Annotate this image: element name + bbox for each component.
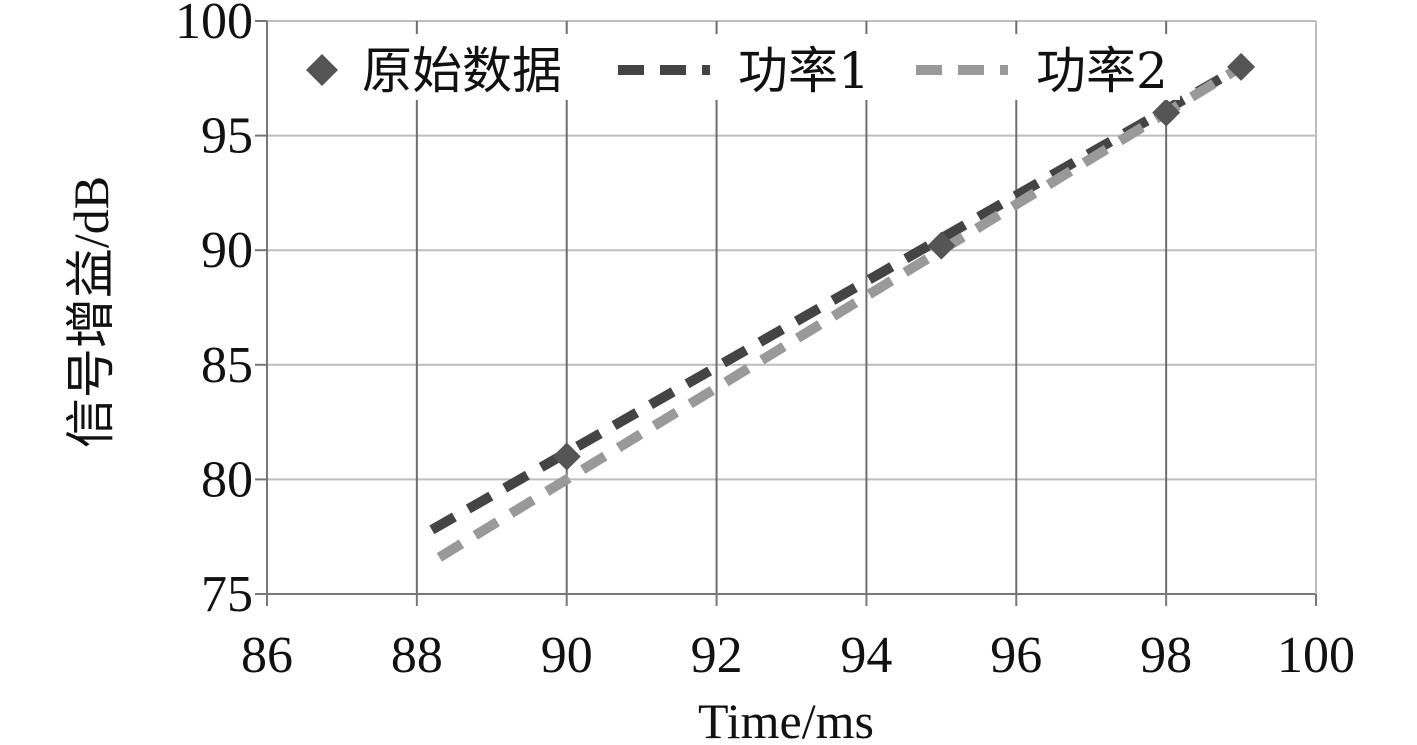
series-markers [552,52,1256,471]
x-tick-label: 96 [990,627,1042,684]
y-tick-label: 95 [201,108,253,165]
legend-label: 原始数据 [362,42,562,100]
x-tick-label: 100 [1277,627,1355,684]
legend-background [290,34,1180,100]
y-tick-label: 100 [175,0,253,50]
y-tick-label: 90 [201,222,253,279]
horizontal-gridlines [267,20,1316,481]
data-point-marker [1152,98,1181,127]
series-line-2 [436,62,1244,562]
data-point-marker [552,442,581,471]
x-tick-label: 92 [691,627,743,684]
series-line-1 [429,62,1244,535]
y-tick-label: 80 [201,451,253,508]
y-tick-label: 85 [201,337,253,394]
x-tick-label: 90 [541,627,593,684]
legend-label: 功率2 [1036,42,1168,100]
legend-label: 功率1 [738,42,870,100]
y-tick-label: 75 [201,566,253,623]
x-tick-label: 86 [241,627,293,684]
x-tick-label: 98 [1140,627,1192,684]
y-tick-labels: 75 80 85 90 95 100 [175,0,253,623]
data-point-marker [927,231,956,260]
y-axis-title: 信号增益/dB [63,176,119,448]
x-tick-label: 88 [391,627,443,684]
data-point-marker [1227,52,1256,81]
x-axis-title: Time/ms [698,693,874,745]
series-lines [429,62,1244,562]
x-tick-labels: 86 88 90 92 94 96 98 100 [241,627,1355,684]
axes [255,20,1317,606]
legend: 原始数据 功率1 功率2 [290,34,1180,100]
x-tick-label: 94 [840,627,892,684]
legend-swatch-marker [306,54,338,86]
